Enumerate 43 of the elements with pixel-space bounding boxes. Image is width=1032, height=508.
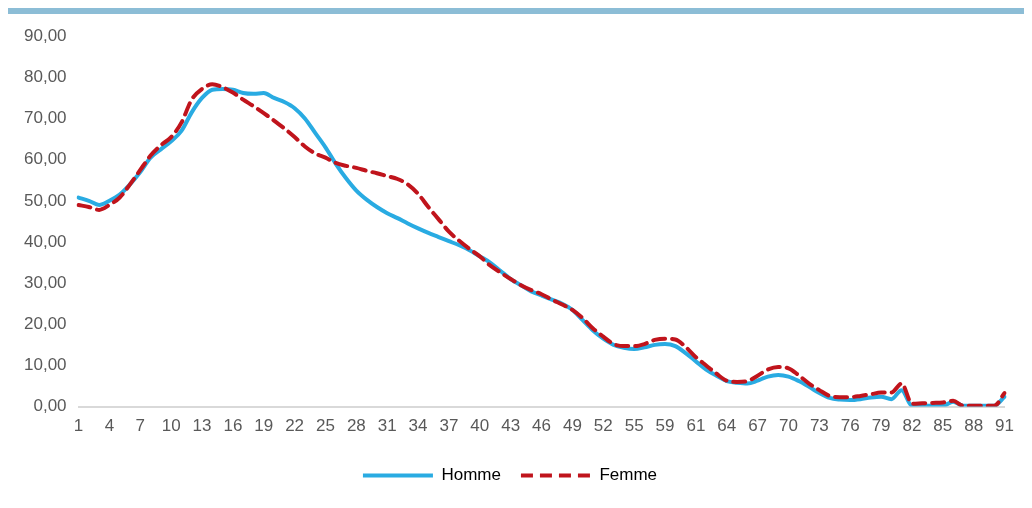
x-tick-label: 61 [686, 416, 706, 436]
x-tick-label: 25 [316, 416, 335, 436]
x-tick-label: 43 [501, 416, 521, 436]
x-tick-label: 67 [748, 416, 768, 436]
x-tick-label: 40 [470, 416, 490, 436]
y-tick-label: 40,00 [23, 231, 67, 251]
legend-label: Homme [441, 465, 501, 485]
y-tick-label: 70,00 [23, 108, 67, 128]
x-tick-label: 13 [192, 416, 212, 436]
x-tick-label: 10 [161, 416, 181, 436]
y-tick-label: 80,00 [23, 67, 67, 87]
x-tick-label: 79 [871, 416, 891, 436]
x-tick-label: 88 [964, 416, 984, 436]
y-tick-label: 20,00 [23, 313, 67, 333]
x-tick-label: 22 [285, 416, 305, 436]
y-tick-label: 10,00 [23, 355, 67, 375]
y-tick-label: 50,00 [23, 190, 67, 210]
x-tick-label: 34 [408, 416, 428, 436]
x-tick-label: 31 [377, 416, 397, 436]
x-tick-label: 59 [655, 416, 675, 436]
y-tick-label: 30,00 [23, 272, 67, 292]
x-tick-label: 73 [809, 416, 829, 436]
x-tick-label: 85 [933, 416, 953, 436]
x-tick-label: 55 [624, 416, 644, 436]
x-tick-label: 82 [902, 416, 922, 436]
x-tick-label: 1 [73, 416, 84, 436]
x-tick-label: 91 [995, 416, 1015, 436]
legend-label: Femme [599, 465, 658, 485]
x-tick-label: 64 [717, 416, 737, 436]
x-tick-label: 49 [562, 416, 582, 436]
x-tick-label: 7 [135, 416, 146, 436]
x-tick-label: 4 [104, 416, 115, 436]
x-tick-label: 19 [254, 416, 274, 436]
x-tick-label: 70 [779, 416, 798, 436]
y-tick-label: 0,00 [33, 396, 67, 416]
x-tick-label: 46 [532, 416, 551, 436]
y-tick-label: 60,00 [23, 149, 67, 169]
x-tick-label: 16 [223, 416, 243, 436]
x-tick-label: 76 [840, 416, 860, 436]
x-tick-label: 28 [346, 416, 366, 436]
y-tick-label: 90,00 [23, 25, 67, 45]
x-tick-label: 52 [593, 416, 613, 436]
x-tick-label: 37 [439, 416, 459, 436]
